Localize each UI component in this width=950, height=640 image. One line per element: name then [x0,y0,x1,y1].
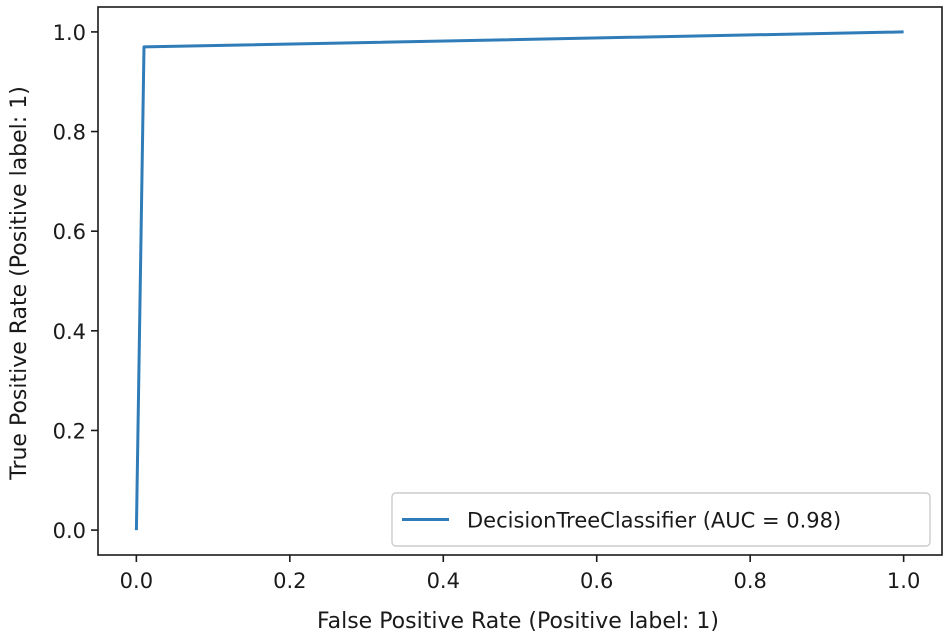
y-tick-label: 1.0 [53,21,86,45]
x-axis-ticks: 0.0 0.2 0.4 0.6 0.8 1.0 [120,555,920,593]
x-tick-label: 0.6 [580,569,613,593]
plot-area [97,6,943,556]
x-axis-label: False Positive Rate (Positive label: 1) [317,609,719,634]
legend-label: DecisionTreeClassifier (AUC = 0.98) [467,509,841,533]
y-tick-label: 0.4 [53,320,86,344]
roc-curve-line [134,30,904,531]
y-axis-label: True Positive Rate (Positive label: 1) [7,86,32,481]
x-tick-label: 1.0 [887,569,920,593]
x-tick-label: 0.0 [120,569,153,593]
legend-box [391,492,931,547]
legend: DecisionTreeClassifier (AUC = 0.98) [391,492,931,547]
x-tick-label: 0.4 [427,569,460,593]
y-tick-label: 0.6 [53,220,86,244]
y-tick-label: 0.0 [53,519,86,543]
y-tick-label: 0.8 [53,121,86,145]
x-tick-label: 0.8 [733,569,766,593]
x-tick-label: 0.2 [273,569,306,593]
y-tick-label: 0.2 [53,419,86,443]
y-axis-ticks: 0.0 0.2 0.4 0.6 0.8 1.0 [53,21,98,543]
plot-frame [97,6,943,556]
